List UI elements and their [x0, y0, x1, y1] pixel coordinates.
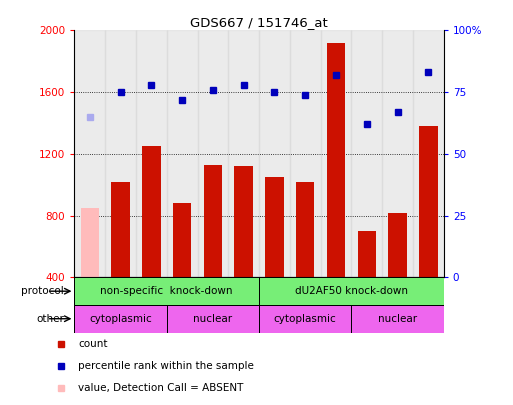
Bar [413, 30, 444, 277]
Text: non-specific  knock-down: non-specific knock-down [101, 286, 233, 296]
Text: nuclear: nuclear [193, 314, 232, 324]
Text: value, Detection Call = ABSENT: value, Detection Call = ABSENT [78, 383, 244, 393]
Title: GDS667 / 151746_at: GDS667 / 151746_at [190, 16, 328, 29]
Bar [81, 208, 99, 277]
Bar [321, 30, 351, 277]
Bar [136, 30, 167, 277]
Bar [167, 30, 198, 277]
Bar [296, 182, 314, 277]
Bar [382, 30, 413, 277]
Bar [265, 177, 284, 277]
Bar [228, 30, 259, 277]
Text: cytoplasmic: cytoplasmic [274, 314, 337, 324]
Bar [388, 213, 407, 277]
Bar [351, 305, 444, 333]
Bar [351, 30, 382, 277]
Bar [142, 146, 161, 277]
Text: dU2AF50 knock-down: dU2AF50 knock-down [295, 286, 408, 296]
Text: percentile rank within the sample: percentile rank within the sample [78, 361, 254, 371]
Text: cytoplasmic: cytoplasmic [89, 314, 152, 324]
Text: nuclear: nuclear [378, 314, 417, 324]
Bar [198, 30, 228, 277]
Bar [74, 305, 167, 333]
Text: count: count [78, 339, 108, 349]
Bar [74, 277, 259, 305]
Bar [259, 305, 351, 333]
Text: other: other [36, 314, 64, 324]
Bar [204, 165, 222, 277]
Bar [111, 182, 130, 277]
Bar [259, 277, 444, 305]
Bar [167, 305, 259, 333]
Bar [105, 30, 136, 277]
Bar [259, 30, 290, 277]
Bar [234, 166, 253, 277]
Bar [327, 43, 345, 277]
Bar [74, 30, 105, 277]
Text: protocol: protocol [22, 286, 64, 296]
Bar [173, 203, 191, 277]
Bar [358, 231, 376, 277]
Bar [419, 126, 438, 277]
Bar [290, 30, 321, 277]
